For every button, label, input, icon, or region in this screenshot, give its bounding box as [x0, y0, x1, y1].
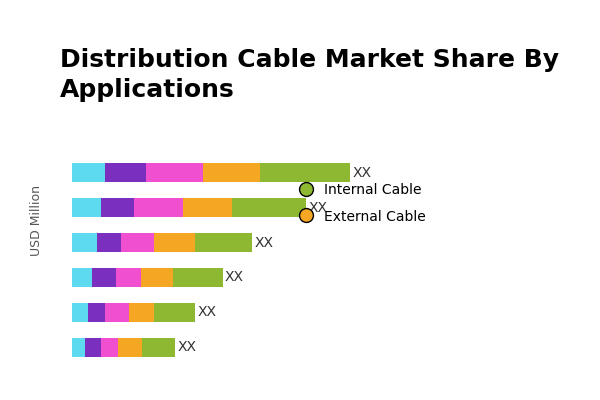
Bar — [260, 163, 350, 182]
Text: USD Million: USD Million — [29, 184, 43, 256]
Bar — [85, 338, 101, 357]
Bar — [105, 303, 129, 322]
Bar — [141, 268, 173, 287]
Bar — [146, 163, 203, 182]
Bar — [195, 233, 252, 252]
Bar — [72, 163, 105, 182]
Bar — [203, 163, 260, 182]
Text: XX: XX — [254, 236, 274, 250]
Legend: Internal Cable, External Cable: Internal Cable, External Cable — [292, 176, 432, 231]
Bar — [97, 233, 121, 252]
Bar — [105, 163, 146, 182]
Bar — [118, 338, 142, 357]
Text: XX: XX — [353, 166, 371, 180]
Bar — [154, 303, 195, 322]
Bar — [88, 303, 105, 322]
Bar — [154, 233, 195, 252]
Bar — [173, 268, 223, 287]
Bar — [72, 338, 85, 357]
Bar — [116, 268, 141, 287]
Bar — [72, 303, 88, 322]
Text: XX: XX — [197, 305, 216, 319]
Text: XX: XX — [178, 340, 197, 354]
Bar — [72, 268, 92, 287]
Text: XX: XX — [225, 270, 244, 284]
Bar — [101, 198, 134, 217]
Bar — [72, 198, 101, 217]
Text: Distribution Cable Market Share By
Applications: Distribution Cable Market Share By Appli… — [60, 48, 559, 102]
Bar — [101, 338, 118, 357]
Bar — [134, 198, 183, 217]
Text: XX: XX — [308, 201, 328, 215]
Bar — [92, 268, 116, 287]
Bar — [183, 198, 232, 217]
Bar — [129, 303, 154, 322]
Bar — [142, 338, 175, 357]
Bar — [232, 198, 306, 217]
Bar — [72, 233, 97, 252]
Bar — [121, 233, 154, 252]
